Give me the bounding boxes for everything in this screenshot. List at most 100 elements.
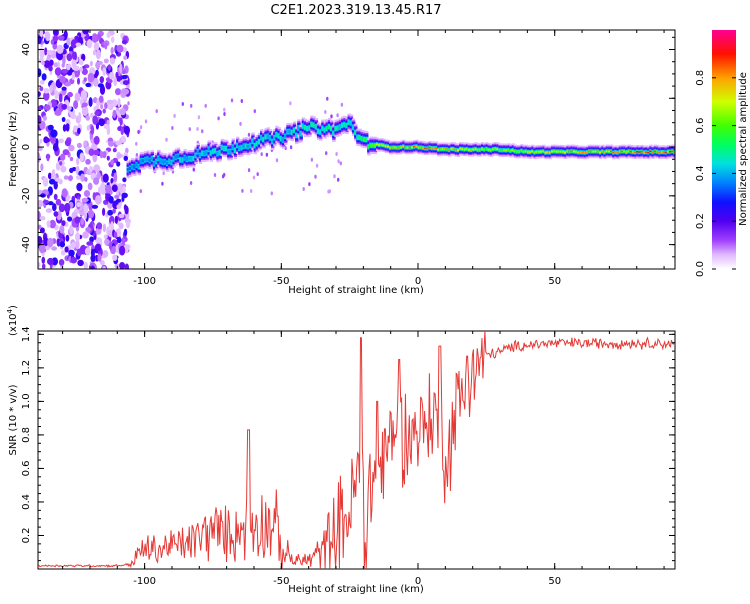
- noise-cell: [63, 30, 68, 40]
- noise-cell: [62, 55, 66, 66]
- spectrogram-cell: [135, 163, 139, 167]
- noise-cell: [190, 103, 193, 108]
- noise-cell: [47, 257, 54, 266]
- spectrogram-cell: [465, 148, 469, 150]
- spectrogram-cell: [581, 151, 585, 154]
- noise-cell: [92, 153, 98, 163]
- spectrogram-frame: [37, 29, 676, 270]
- noise-cell: [111, 184, 118, 192]
- spectrogram-cell: [172, 157, 176, 161]
- noise-cell: [97, 83, 104, 88]
- spectrogram-cell: [535, 151, 539, 153]
- noise-cell: [62, 149, 70, 156]
- noise-cell: [93, 77, 99, 87]
- snr-marks: [38, 331, 675, 569]
- noise-cell: [88, 97, 93, 107]
- noise-cell: [42, 177, 49, 187]
- spectrogram-cell: [559, 150, 564, 153]
- noise-cell: [38, 154, 41, 163]
- spectrogram-cell: [316, 129, 321, 133]
- spectrogram-cell: [452, 148, 456, 150]
- noise-cell: [38, 91, 41, 97]
- noise-cell: [223, 112, 226, 116]
- noise-cell: [94, 111, 100, 116]
- spectrogram-cell: [358, 135, 362, 140]
- x-tick-label: 0: [415, 576, 421, 587]
- noise-cell: [83, 77, 88, 82]
- noise-cell: [38, 243, 46, 254]
- noise-cell: [92, 49, 96, 56]
- spectrogram-cell: [596, 150, 601, 153]
- spectrogram-cell: [511, 149, 515, 151]
- y-tick-label: 0: [21, 144, 32, 150]
- noise-cell: [109, 215, 115, 225]
- spectrogram-cell: [163, 160, 168, 164]
- noise-cell: [68, 175, 73, 181]
- noise-cell: [54, 109, 62, 116]
- spectrogram-cell: [380, 144, 384, 146]
- noise-cell: [119, 118, 123, 126]
- noise-cell: [127, 101, 130, 106]
- noise-cell: [230, 98, 234, 103]
- spectrogram-cell: [268, 136, 273, 140]
- spectrogram-cell: [441, 148, 445, 150]
- spectrogram-cell: [509, 150, 513, 152]
- noise-cell: [275, 158, 279, 163]
- noise-cell: [100, 182, 106, 191]
- spectrogram-cell: [459, 148, 463, 150]
- noise-cell: [61, 117, 66, 122]
- noise-cell: [110, 36, 115, 43]
- spectrogram-cell: [393, 146, 397, 149]
- noise-cell: [333, 174, 336, 179]
- noise-cell: [52, 169, 56, 177]
- spectrogram-cell: [566, 150, 570, 153]
- x-tick-label: 0: [415, 276, 421, 287]
- noise-cell: [62, 124, 67, 132]
- noise-cell: [74, 92, 81, 102]
- snr-frame: [37, 330, 676, 570]
- noise-cell: [223, 107, 226, 112]
- noise-cell: [39, 30, 44, 38]
- noise-cell: [103, 124, 110, 129]
- spectrogram-cell: [253, 143, 257, 148]
- spectrogram-cell: [146, 157, 150, 161]
- spectrogram-cell: [240, 146, 244, 150]
- spectrogram-cell: [345, 123, 349, 128]
- spectrogram-cell: [463, 148, 467, 151]
- noise-cell: [68, 144, 75, 152]
- noise-cell: [75, 232, 80, 242]
- noise-cell: [59, 225, 65, 234]
- noise-cell: [44, 47, 48, 56]
- spectrogram-cell: [332, 131, 336, 135]
- noise-cell: [82, 30, 89, 35]
- noise-cell: [81, 197, 89, 203]
- noise-cell: [59, 241, 66, 248]
- noise-cell: [124, 263, 129, 269]
- spectrogram-cell: [548, 151, 553, 154]
- spectrogram-cell: [251, 139, 255, 143]
- noise-cell: [123, 125, 130, 135]
- spectrogram-cell: [645, 151, 649, 153]
- noise-cell: [256, 172, 259, 177]
- spectrogram-cell: [415, 145, 419, 148]
- noise-cell: [58, 138, 64, 144]
- spectrogram-cell: [421, 147, 426, 149]
- spectrogram-cell: [194, 153, 198, 158]
- noise-cell: [77, 259, 84, 267]
- noise-cell: [112, 109, 117, 119]
- noise-cell: [69, 224, 74, 235]
- spectrogram-cell: [150, 157, 155, 161]
- spectrogram-cell: [244, 144, 249, 148]
- noise-cell: [336, 113, 339, 118]
- spectrogram-cell: [209, 151, 214, 155]
- spectrogram-cell: [242, 144, 246, 148]
- noise-cell: [302, 187, 305, 191]
- noise-cell: [50, 129, 57, 138]
- noise-cell: [188, 127, 191, 132]
- noise-cell: [49, 219, 56, 229]
- spectrogram-cell: [286, 130, 290, 134]
- spectrogram-cell: [625, 151, 629, 153]
- spectrogram-cell: [334, 126, 338, 131]
- noise-cell: [108, 196, 114, 204]
- colorbar-tick-label: 0.4: [695, 165, 706, 181]
